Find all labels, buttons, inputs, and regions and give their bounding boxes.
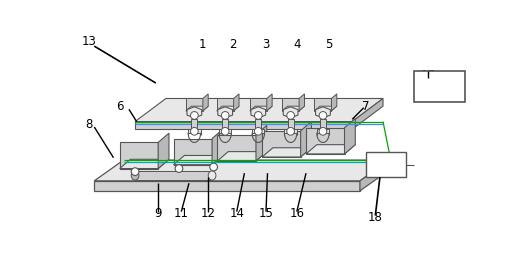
Polygon shape (332, 94, 337, 111)
Polygon shape (233, 94, 239, 111)
Text: 5: 5 (325, 38, 333, 51)
Polygon shape (158, 133, 169, 168)
Text: 7: 7 (362, 100, 370, 113)
Circle shape (210, 163, 218, 171)
Text: 8: 8 (85, 118, 92, 131)
Polygon shape (352, 99, 383, 129)
Polygon shape (255, 119, 261, 129)
Polygon shape (252, 129, 265, 133)
Bar (414, 71, 465, 102)
Polygon shape (135, 171, 212, 180)
Polygon shape (218, 152, 267, 161)
Circle shape (319, 112, 327, 119)
Ellipse shape (208, 171, 216, 180)
Polygon shape (344, 119, 355, 154)
Polygon shape (186, 106, 208, 111)
Polygon shape (250, 99, 267, 111)
Polygon shape (222, 119, 228, 129)
Polygon shape (288, 119, 294, 129)
Polygon shape (282, 99, 299, 111)
Circle shape (221, 112, 229, 119)
Circle shape (254, 112, 262, 119)
Text: 10: 10 (372, 157, 388, 170)
Polygon shape (174, 155, 223, 165)
Polygon shape (135, 122, 352, 129)
Polygon shape (135, 99, 383, 122)
Text: 11: 11 (174, 207, 189, 220)
Text: 14: 14 (229, 207, 244, 220)
Text: 18: 18 (368, 210, 383, 223)
Polygon shape (250, 106, 272, 111)
Text: 12: 12 (201, 207, 216, 220)
Polygon shape (256, 125, 267, 161)
Polygon shape (218, 135, 256, 161)
Circle shape (287, 127, 295, 135)
Polygon shape (120, 142, 158, 168)
Polygon shape (285, 129, 297, 133)
Text: 15: 15 (259, 207, 274, 220)
Polygon shape (251, 107, 266, 118)
Polygon shape (216, 106, 239, 111)
Circle shape (221, 127, 229, 135)
Polygon shape (120, 159, 169, 168)
Polygon shape (316, 107, 331, 118)
Polygon shape (262, 131, 300, 157)
Text: 17: 17 (420, 69, 435, 82)
Bar (366, 152, 406, 177)
Text: 1: 1 (199, 38, 206, 51)
Polygon shape (186, 99, 203, 111)
Circle shape (131, 168, 139, 175)
Polygon shape (267, 94, 272, 111)
Polygon shape (219, 129, 231, 133)
Polygon shape (300, 122, 312, 157)
Text: 9: 9 (154, 207, 162, 220)
Text: 10: 10 (378, 158, 394, 171)
Circle shape (254, 127, 262, 135)
Circle shape (319, 127, 327, 135)
Polygon shape (306, 145, 355, 154)
Polygon shape (218, 107, 232, 118)
Polygon shape (317, 129, 329, 133)
Text: 3: 3 (262, 38, 270, 51)
Polygon shape (315, 99, 332, 111)
Polygon shape (320, 119, 326, 129)
Ellipse shape (131, 171, 139, 180)
Circle shape (287, 112, 295, 119)
Text: 6: 6 (116, 100, 124, 113)
Polygon shape (360, 160, 389, 191)
Polygon shape (187, 107, 202, 118)
Polygon shape (299, 94, 305, 111)
Polygon shape (95, 160, 389, 181)
Polygon shape (212, 129, 223, 165)
Polygon shape (203, 94, 208, 111)
Text: 4: 4 (293, 38, 300, 51)
Text: 16: 16 (289, 207, 304, 220)
Text: 13: 13 (81, 35, 96, 48)
Polygon shape (315, 106, 337, 111)
Circle shape (175, 165, 183, 172)
Polygon shape (262, 148, 312, 157)
Polygon shape (282, 106, 305, 111)
Polygon shape (191, 119, 197, 129)
Polygon shape (95, 181, 360, 191)
Text: 2: 2 (229, 38, 237, 51)
Polygon shape (188, 129, 201, 133)
Circle shape (191, 127, 198, 135)
Polygon shape (174, 138, 212, 165)
Circle shape (191, 112, 198, 119)
Polygon shape (283, 107, 298, 118)
Polygon shape (216, 99, 233, 111)
Polygon shape (306, 128, 344, 154)
